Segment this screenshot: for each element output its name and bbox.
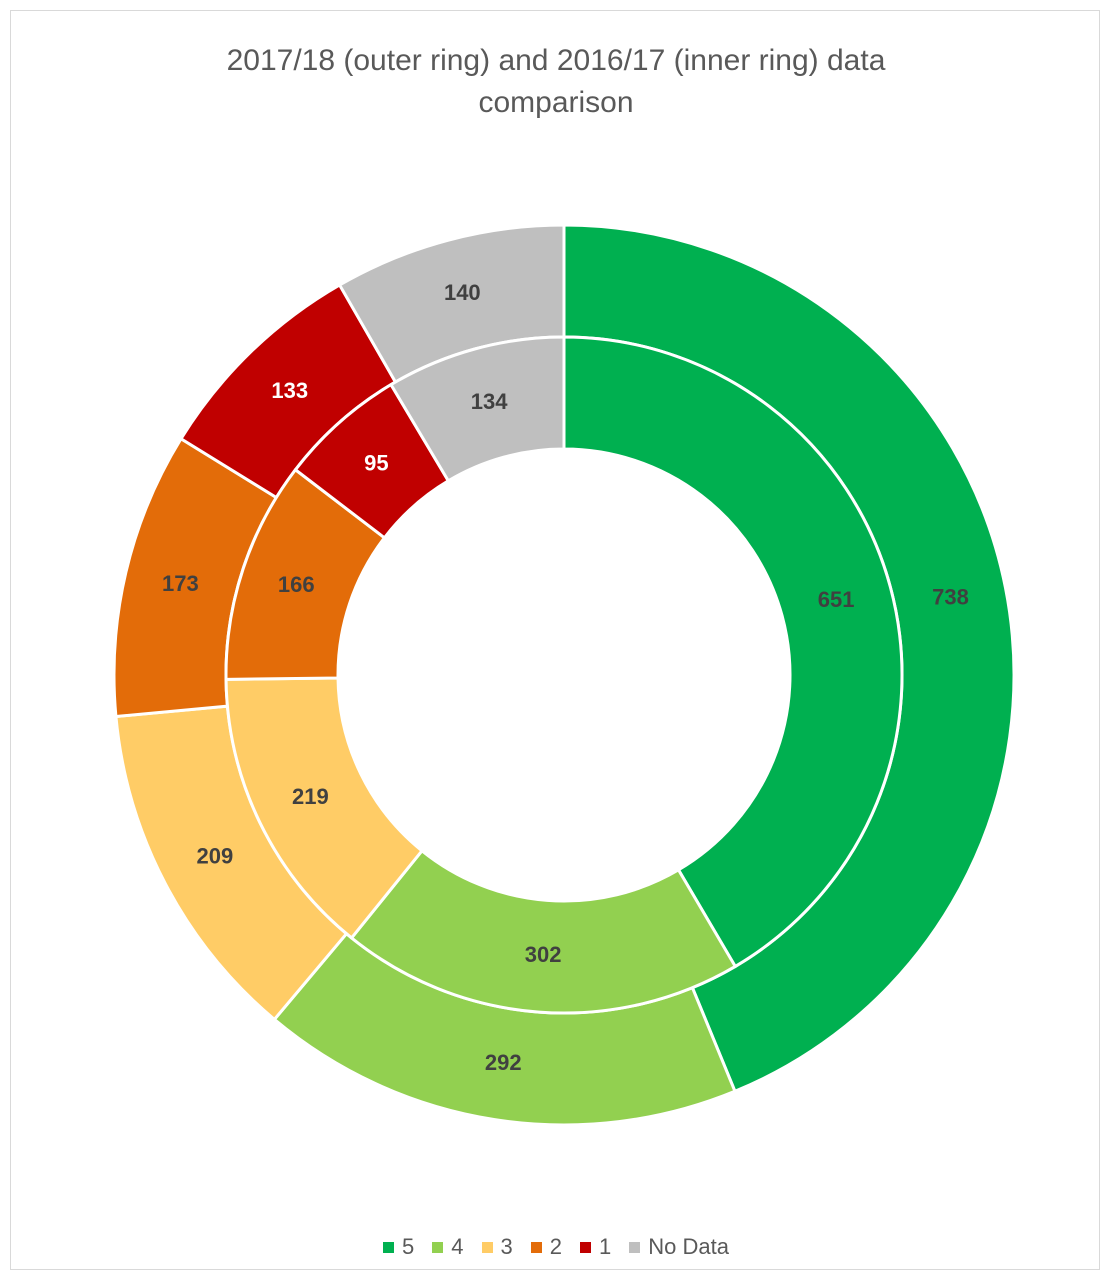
chart-title: 2017/18 (outer ring) and 2016/17 (inner … bbox=[226, 44, 886, 119]
data-label: 95 bbox=[364, 450, 388, 475]
ring-slice bbox=[388, 335, 566, 483]
data-label: 140 bbox=[444, 280, 481, 305]
legend-label: No Data bbox=[648, 1234, 729, 1259]
legend-item: 1 bbox=[580, 1234, 611, 1260]
legend-label: 2 bbox=[549, 1234, 563, 1259]
data-label: 302 bbox=[525, 942, 562, 967]
data-label: 133 bbox=[271, 378, 308, 403]
legend-swatch bbox=[629, 1241, 641, 1253]
legend-swatch bbox=[530, 1241, 542, 1253]
legend-item: 3 bbox=[481, 1234, 513, 1260]
ring-slice bbox=[349, 848, 738, 1015]
data-label: 651 bbox=[818, 587, 855, 612]
legend-swatch bbox=[580, 1241, 592, 1253]
legend-label: 1 bbox=[599, 1234, 612, 1259]
data-label: 219 bbox=[292, 784, 329, 809]
legend-item: 4 bbox=[432, 1234, 464, 1260]
legend: 5 4 3 2 1 No Data bbox=[0, 1234, 1112, 1260]
chart-frame bbox=[10, 10, 1100, 1270]
data-label: 292 bbox=[485, 1050, 522, 1075]
ring-slice bbox=[562, 335, 904, 969]
legend-label: 5 bbox=[402, 1234, 415, 1259]
data-label: 166 bbox=[278, 572, 315, 597]
legend-item: 5 bbox=[383, 1234, 414, 1260]
data-label: 209 bbox=[197, 843, 234, 868]
data-label: 738 bbox=[932, 585, 969, 610]
data-label: 134 bbox=[471, 389, 508, 414]
legend-label: 4 bbox=[451, 1234, 464, 1259]
legend-swatch bbox=[383, 1241, 395, 1253]
legend-swatch bbox=[481, 1241, 493, 1253]
legend-label: 3 bbox=[500, 1234, 513, 1259]
legend-item: 2 bbox=[530, 1234, 563, 1260]
legend-swatch bbox=[432, 1241, 444, 1253]
legend-item: No Data bbox=[629, 1234, 729, 1260]
data-label: 173 bbox=[162, 571, 199, 596]
